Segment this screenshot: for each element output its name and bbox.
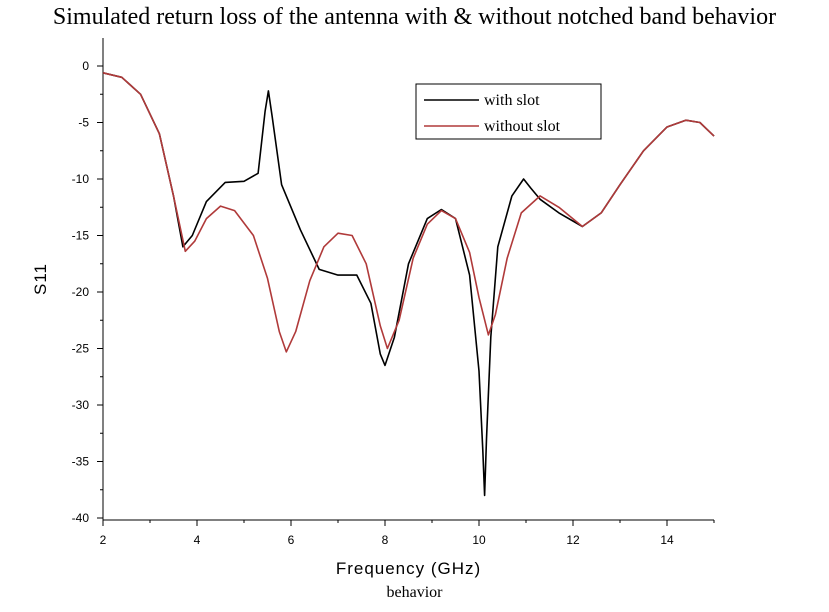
legend-label-without-slot: without slot [484,118,561,135]
x-tick-label: 14 [660,533,674,547]
y-tick-label: -35 [72,455,90,469]
series-layer [102,72,715,497]
series-line-without-slot [102,72,715,353]
legend: with slot without slot [415,83,602,140]
y-tick-label: -10 [72,172,90,186]
y-tick-label: -40 [72,511,90,525]
series-line-with-slot [102,72,715,497]
x-tick-label: 2 [100,533,107,547]
x-tick-label: 12 [566,533,580,547]
y-tick-label: -30 [72,398,90,412]
x-tick-label: 4 [194,533,201,547]
y-tick-label: -25 [72,342,90,356]
figure-caption: behavior [386,584,443,601]
x-axis-label: Frequency (GHz) [336,559,481,578]
y-tick-label: 0 [82,59,89,73]
y-tick-label: -20 [72,285,90,299]
y-tick-label: -15 [72,229,90,243]
axis-ticks: 2 4 6 8 10 12 14 0 -5 -10 -15 -20 -25 -30 -35 -40 [72,59,715,547]
x-tick-label: 10 [472,533,486,547]
legend-label-with-slot: with slot [484,92,540,109]
x-tick-label: 8 [382,533,389,547]
legend-box [415,83,602,140]
y-axis-label: S11 [31,263,50,295]
x-tick-label: 6 [288,533,295,547]
figure-title: Simulated return loss of the antenna wit… [52,4,777,30]
y-tick-label: -5 [78,116,89,130]
